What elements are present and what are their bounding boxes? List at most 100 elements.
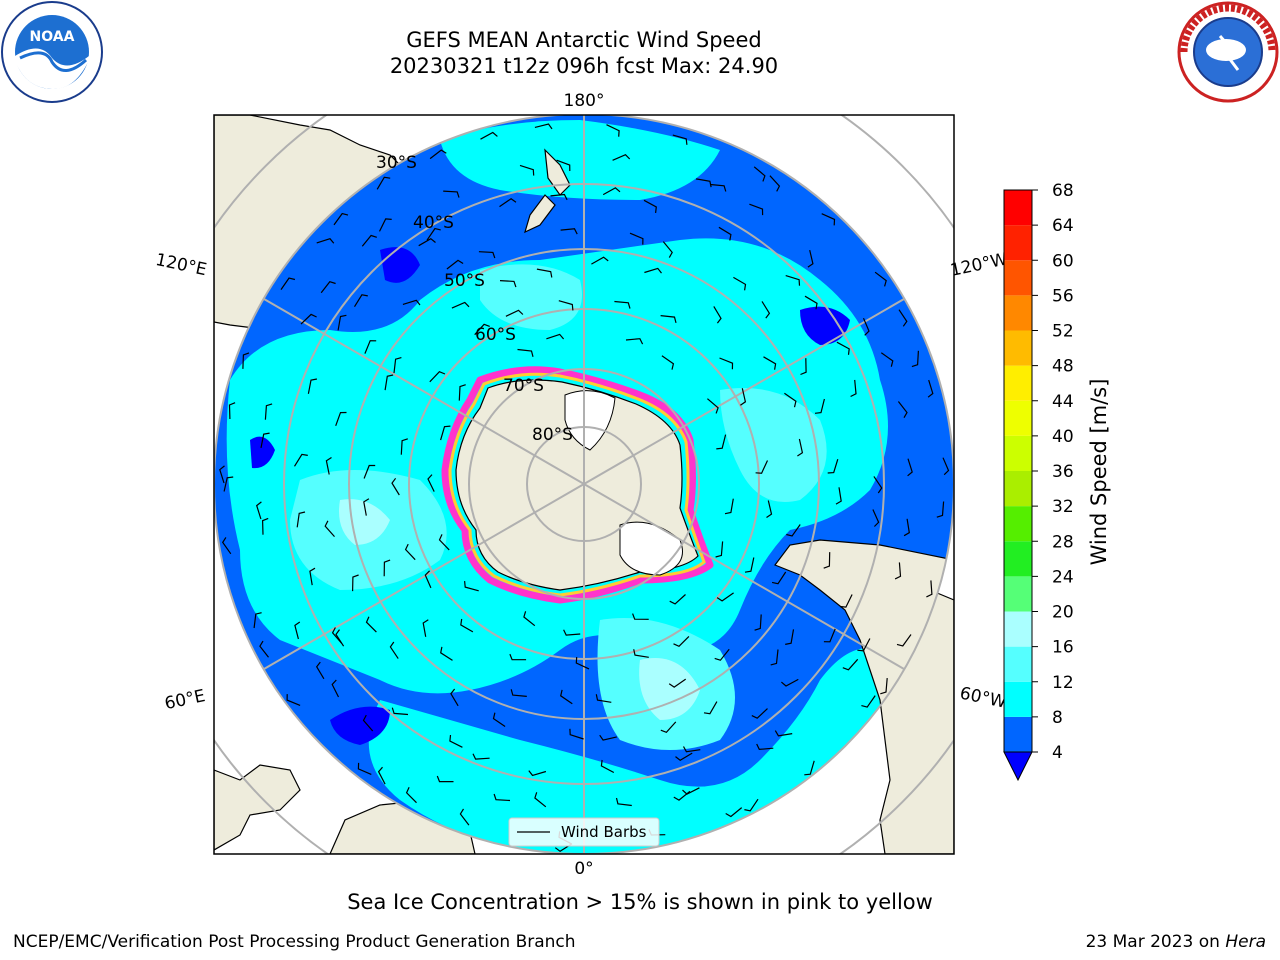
wind-barb	[536, 268, 553, 278]
wind-barb	[725, 807, 743, 818]
colorbar-segment	[1004, 506, 1032, 542]
colorbar-segment	[1004, 681, 1032, 717]
wind-barb	[472, 753, 490, 760]
wind-barb	[756, 743, 774, 751]
wind-barb	[560, 689, 573, 705]
wind-barb	[259, 640, 269, 658]
antarctica-ice-inner	[448, 372, 706, 597]
wind-barb	[675, 752, 693, 762]
wind-barb	[378, 218, 392, 232]
wind-barb	[614, 300, 631, 309]
colorbar-segment	[1004, 260, 1032, 296]
wind-barb	[261, 517, 269, 535]
wind-barb	[911, 350, 919, 368]
wind-barb	[713, 306, 722, 324]
footer-date: 23 Mar 2023 on Hera	[1086, 932, 1266, 952]
wind-barb	[600, 759, 615, 774]
wind-barb	[835, 487, 842, 505]
wind-barb	[784, 392, 797, 408]
wind-barb	[707, 398, 719, 414]
wind-barb	[353, 294, 368, 308]
wind-barb	[449, 734, 463, 748]
wind-barb	[499, 280, 517, 288]
wind-barb	[517, 348, 534, 357]
wind-barb	[710, 183, 727, 192]
wind-barb	[550, 193, 568, 201]
colorbar-segment	[1004, 576, 1032, 612]
wind-barb	[718, 226, 732, 241]
wind-barb	[363, 464, 376, 479]
lon-label-120e: 120°E	[154, 250, 209, 280]
wind-barb	[493, 793, 511, 802]
lon-label-60e: 60°E	[163, 686, 207, 714]
wind-barb	[615, 797, 632, 807]
wind-barb	[499, 197, 517, 208]
wind-barb	[942, 457, 950, 476]
wind-barb	[331, 679, 340, 698]
wind-barb	[223, 476, 234, 492]
wind-barb	[907, 458, 913, 477]
wind-barb	[391, 707, 409, 716]
wind-barb	[418, 237, 436, 247]
wind-barb	[755, 460, 769, 474]
wind-barb	[464, 581, 479, 592]
wind-barb	[458, 384, 466, 401]
wind-barb	[377, 766, 386, 785]
colorbar-tick-label: 16	[1052, 638, 1074, 658]
wind-barb	[294, 621, 301, 640]
wind-barb	[850, 379, 857, 398]
wind-barb	[362, 714, 374, 732]
colorbar-tick-label: 40	[1052, 427, 1074, 447]
wind-barb	[749, 203, 764, 216]
wind-barb	[427, 474, 435, 492]
colorbar-segment	[1004, 541, 1032, 577]
wind-barb	[352, 574, 359, 592]
wind-barb	[402, 299, 421, 306]
wind-barb	[219, 465, 225, 484]
wind-barb	[625, 338, 644, 345]
lat-label-70s: 70°S	[503, 376, 544, 396]
wind-barb	[668, 678, 687, 688]
wind-barb	[753, 166, 766, 182]
wind-barb	[770, 649, 779, 666]
wind-barb	[478, 251, 496, 259]
weddell-ice-shelf	[619, 521, 683, 576]
nws-logo	[1177, 1, 1279, 103]
wind-barb	[842, 658, 859, 671]
footer-host: Hera	[1225, 932, 1266, 952]
wind-barb	[256, 501, 262, 520]
wind-barb	[325, 456, 332, 475]
africa-land	[214, 764, 301, 851]
wind-barb	[797, 438, 804, 457]
wind-barb	[761, 301, 771, 319]
wind-barb	[335, 411, 347, 427]
wind-barb	[405, 787, 417, 804]
wind-barb	[857, 638, 871, 652]
wind-barb	[383, 559, 391, 577]
wind-barb	[558, 300, 574, 311]
wind-barb	[612, 153, 631, 161]
wind-barb	[424, 570, 432, 589]
wind-barb	[926, 580, 933, 598]
wind-barb	[280, 277, 296, 290]
wind-barb	[740, 388, 747, 406]
wind-barb	[400, 438, 408, 455]
wind-barb	[228, 402, 236, 420]
wind-barb	[309, 567, 316, 586]
wind-barb	[894, 562, 902, 580]
wind-barb	[673, 635, 690, 648]
wind-barb	[599, 734, 617, 741]
wind-barb	[253, 612, 262, 629]
wind-barb	[754, 614, 762, 631]
wind-barb	[897, 401, 908, 418]
wind-barb	[716, 592, 734, 602]
wind-barb	[695, 178, 712, 188]
wind-barb	[606, 124, 620, 137]
wind-barb	[363, 498, 370, 516]
wind-barb	[426, 227, 441, 241]
sea-ice-note: Sea Ice Concentration > 15% is shown in …	[347, 890, 933, 914]
wind-barb	[660, 721, 677, 734]
wind-barb	[786, 524, 801, 537]
